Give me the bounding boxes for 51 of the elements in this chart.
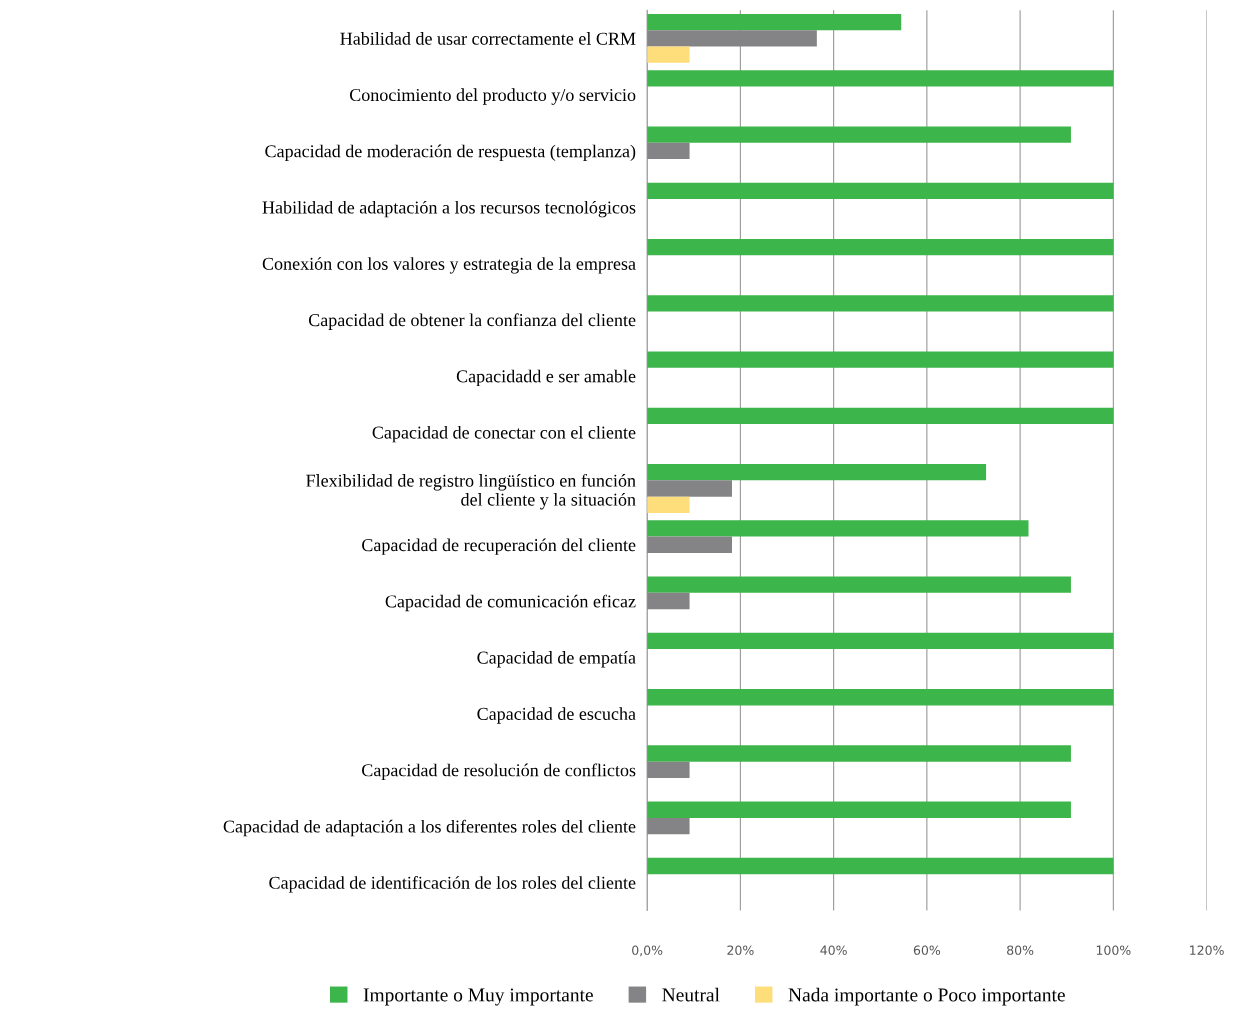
y-tick-label: Capacidad de recuperación del cliente: [362, 538, 636, 555]
y-tick-label: Flexibilidad de registro lingüístico en función del cliente y la situación: [306, 473, 636, 510]
bar: [647, 464, 987, 481]
bar: [647, 536, 732, 553]
x-tick-label: 40%: [820, 945, 847, 955]
y-tick-label: Capacidad de obtener la confianza del cliente: [308, 313, 636, 330]
y-tick-label: Capacidadd e ser amable: [456, 369, 636, 387]
legend-label: Importante o Muy importante: [363, 988, 593, 1006]
bar: [647, 30, 817, 47]
bar: [647, 295, 1114, 312]
legend-label: Nada importante o Poco importante: [788, 987, 1065, 1006]
bar: [647, 496, 690, 513]
y-tick-label: Capacidad de resolución de conflictos: [362, 763, 636, 781]
legend-label: Neutral: [662, 987, 720, 1002]
bar: [647, 70, 1114, 87]
bar: [647, 46, 690, 63]
bar: [647, 351, 1114, 368]
bar: [647, 857, 1114, 875]
bar: [647, 761, 690, 778]
y-tick-label: Habilidad de adaptación a los recursos tecnológicos: [262, 200, 636, 218]
y-tick-label: Capacidad de escucha: [477, 707, 636, 724]
bar: [647, 182, 1114, 199]
bar: [647, 142, 690, 160]
bar: [647, 801, 1071, 818]
y-tick-label: Capacidad de empatía: [477, 651, 636, 668]
bar: [647, 126, 1071, 143]
bar: [647, 520, 1029, 537]
x-tick-label: 20%: [727, 945, 754, 955]
bar: [647, 817, 690, 835]
y-tick-label: Conocimiento del producto y/o servicio: [349, 88, 636, 105]
bar: [647, 592, 690, 610]
y-tick-label: Habilidad de usar correctamente el CRM: [340, 32, 636, 45]
x-tick-label: 0,0%: [632, 945, 663, 957]
bar: [647, 689, 1114, 706]
y-tick-label: Capacidad de identificación de los roles del cliente: [269, 875, 636, 893]
bar: [647, 238, 1114, 256]
bar: [647, 745, 1071, 762]
y-tick-label: Capacidad de conectar con el cliente: [372, 425, 636, 443]
x-tick-label: 100%: [1096, 945, 1131, 955]
y-tick-label: Capacidad de moderación de respuesta (templanza): [265, 144, 636, 162]
bar: [647, 407, 1114, 425]
y-tick-label: Capacidad de comunicación eficaz: [385, 594, 636, 612]
x-tick-label: 120%: [1190, 945, 1224, 955]
bar: [647, 576, 1071, 593]
bar: [647, 13, 902, 31]
y-tick-label: Capacidad de adaptación a los diferentes roles del cliente: [223, 819, 636, 837]
x-tick-label: 60%: [913, 945, 941, 955]
y-tick-label: Conexión con los valores y estrategia de la empresa: [262, 257, 636, 274]
x-tick-label: 80%: [1007, 945, 1034, 955]
bar: [647, 480, 732, 497]
bar: [647, 632, 1114, 650]
